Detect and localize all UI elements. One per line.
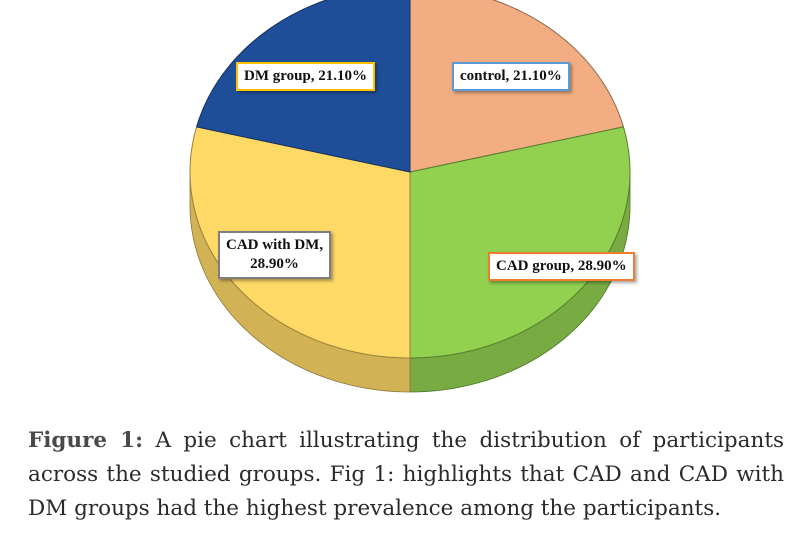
- slice-label-cad-group: CAD group, 28.90%: [488, 252, 635, 281]
- slice-label-cad-with-dm: CAD with DM, 28.90%: [218, 231, 332, 279]
- slice-label-control-text: control, 21.10%: [460, 68, 562, 84]
- pie-slice-cad-group: [409, 126, 631, 359]
- slice-label-cad-with-dm-line2: 28.90%: [250, 256, 299, 272]
- slice-label-cad-group-text: CAD group, 28.90%: [496, 258, 627, 274]
- caption-text: A pie chart illustrating the distributio…: [28, 428, 784, 521]
- pie-slices: [189, 0, 631, 359]
- slice-label-cad-with-dm-line1: CAD with DM,: [226, 237, 324, 253]
- figure-caption: Figure 1: A pie chart illustrating the d…: [28, 424, 784, 526]
- caption-title: Figure 1:: [28, 428, 144, 453]
- slice-label-dm-group-text: DM group, 21.10%: [244, 68, 368, 84]
- pie-chart: control, 21.10% CAD group, 28.90% CAD wi…: [189, 0, 635, 393]
- slice-label-dm-group: DM group, 21.10%: [236, 62, 376, 91]
- pie-chart-svg: [189, 0, 631, 393]
- slice-label-control: control, 21.10%: [452, 62, 570, 91]
